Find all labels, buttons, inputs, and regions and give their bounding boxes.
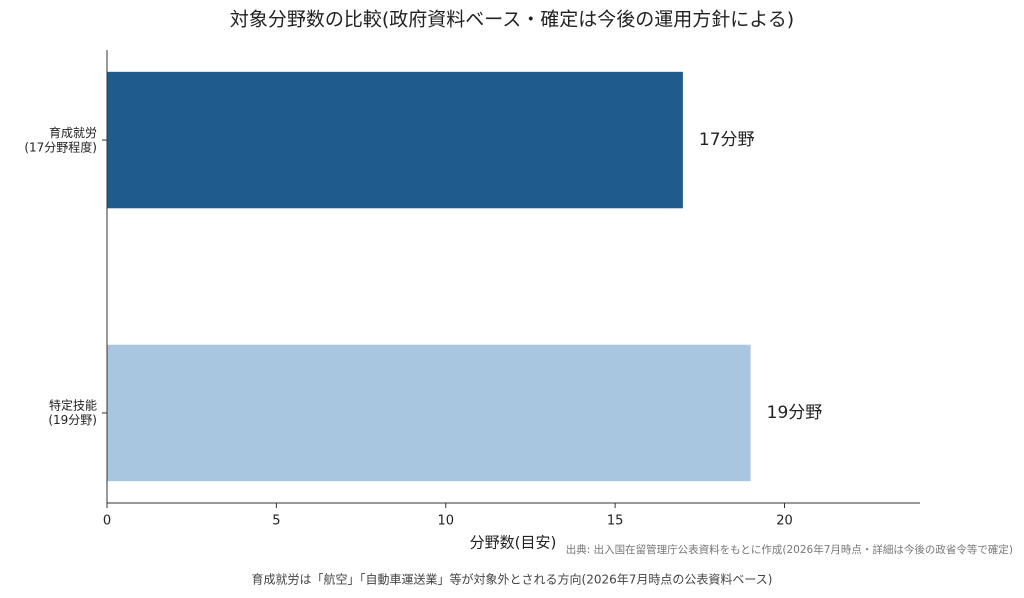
y-tick-label: 育成就労(17分野程度) bbox=[24, 124, 97, 153]
x-tick-label: 10 bbox=[437, 514, 454, 529]
chart-title: 対象分野数の比較(政府資料ベース・確定は今後の運用方針による) bbox=[230, 9, 794, 31]
x-axis-label: 分野数(目安) bbox=[470, 534, 557, 552]
bar bbox=[107, 71, 683, 209]
footnote: 育成就労は「航空」「自動車運送業」等が対象外とされる方向(2026年7月時点の公… bbox=[252, 572, 773, 587]
x-tick-label: 0 bbox=[103, 514, 111, 529]
bar bbox=[107, 344, 751, 482]
x-tick-label: 5 bbox=[272, 514, 280, 529]
value-label: 19分野 bbox=[767, 403, 823, 423]
source-note: 出典: 出入国在留管理庁公表資料をもとに作成(2026年7月時点・詳細は今後の政… bbox=[566, 543, 1013, 556]
value-label: 17分野 bbox=[699, 130, 755, 150]
y-tick-label: 特定技能(19分野) bbox=[48, 397, 97, 426]
x-tick-label: 15 bbox=[607, 514, 624, 529]
x-tick-label: 20 bbox=[776, 514, 793, 529]
